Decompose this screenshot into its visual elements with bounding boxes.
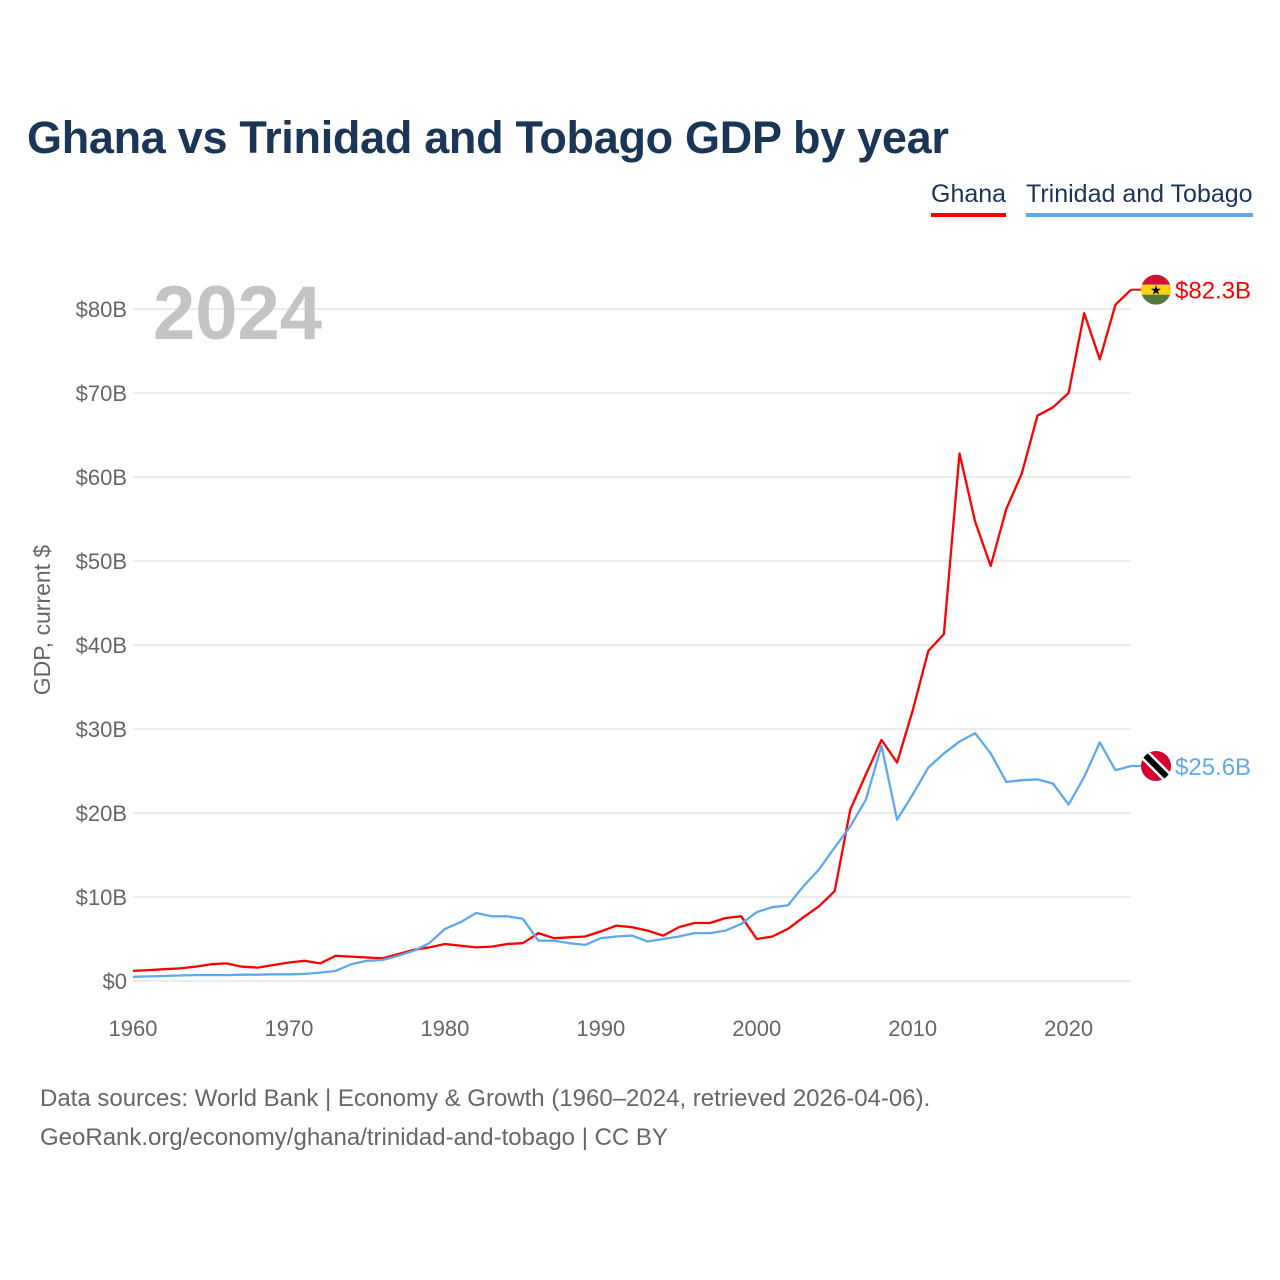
end-value-label: $25.6B <box>1175 754 1251 781</box>
end-value-label: $82.3B <box>1175 278 1251 305</box>
series-line-ghana <box>132 288 1132 973</box>
svg-text:★: ★ <box>1150 283 1162 298</box>
y-tick-label: $40B <box>76 633 127 658</box>
y-tick-label: $0 <box>103 969 127 994</box>
y-tick-label: $20B <box>76 801 127 826</box>
footer-link[interactable]: GeoRank.org/economy/ghana/trinidad-and-t… <box>40 1124 668 1151</box>
trinidad-flag-icon <box>1141 750 1171 781</box>
x-tick-label: 2020 <box>1044 1016 1093 1041</box>
x-tick-label: 1990 <box>576 1016 625 1041</box>
y-axis-label: GDP, current $ <box>29 545 55 696</box>
chart-title: Ghana vs Trinidad and Tobago GDP by year <box>27 112 949 163</box>
y-tick-label: $30B <box>76 717 127 742</box>
y-tick-label: $10B <box>76 885 127 910</box>
year-watermark: 2024 <box>153 271 322 356</box>
x-tick-label: 2000 <box>732 1016 781 1041</box>
y-tick-label: $80B <box>76 297 127 322</box>
y-tick-label: $60B <box>76 465 127 490</box>
footer-source: Data sources: World Bank | Economy & Gro… <box>40 1085 931 1112</box>
y-tick-label: $50B <box>76 549 127 574</box>
legend-ghana[interactable]: Ghana <box>931 180 1007 217</box>
x-tick-label: 1960 <box>109 1016 158 1041</box>
x-tick-label: 1970 <box>264 1016 313 1041</box>
y-tick-label: $70B <box>76 381 127 406</box>
ghana-flag-icon: ★ <box>1141 274 1171 305</box>
legend-trinidad[interactable]: Trinidad and Tobago <box>1026 180 1253 217</box>
x-tick-label: 1980 <box>420 1016 469 1041</box>
series-line-trinidad <box>132 732 1132 978</box>
x-tick-label: 2010 <box>888 1016 937 1041</box>
